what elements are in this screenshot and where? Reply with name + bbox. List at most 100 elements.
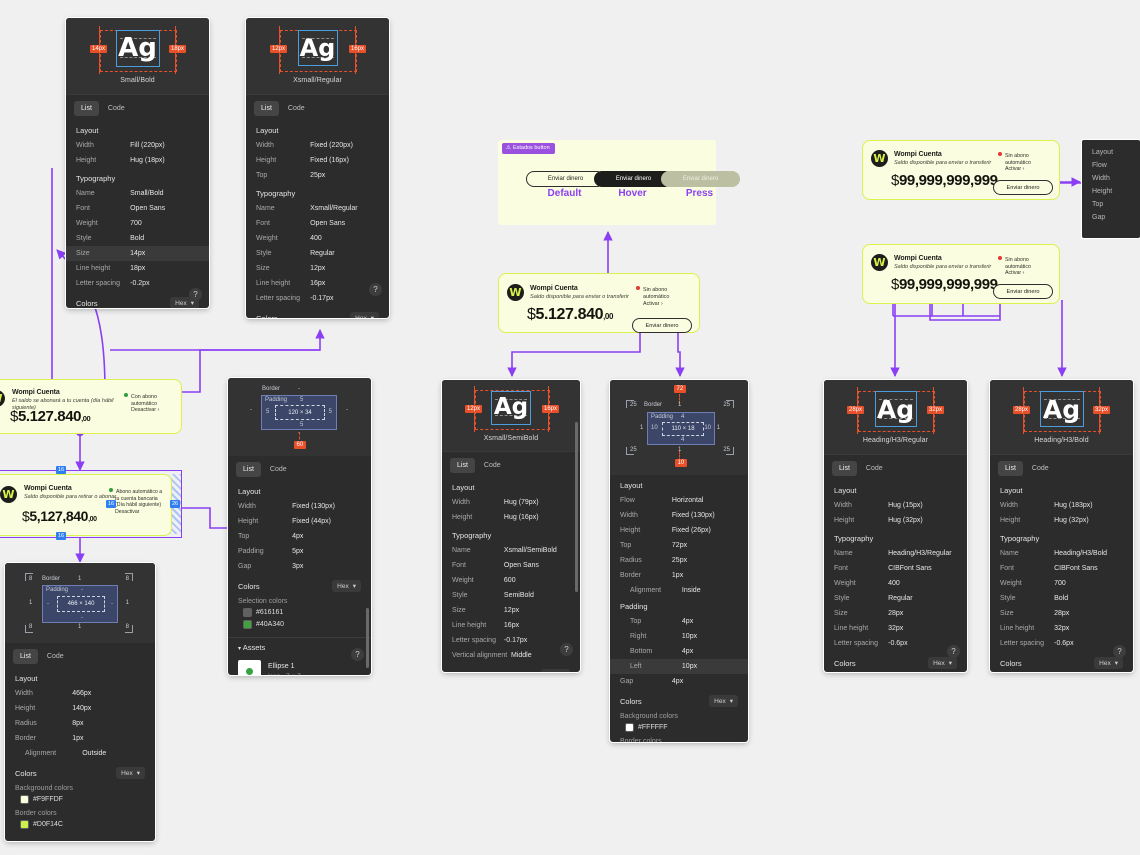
tab-list[interactable]: List bbox=[254, 101, 279, 116]
tabs-heading-h3-bold[interactable]: List Code bbox=[990, 455, 1133, 480]
send-money-button[interactable]: Enviar dinero bbox=[993, 180, 1053, 195]
property-key: Name bbox=[256, 205, 275, 212]
frame-label[interactable]: ⚠ Estados button bbox=[502, 143, 555, 154]
tab-list[interactable]: List bbox=[450, 458, 475, 473]
tab-code[interactable]: Code bbox=[46, 653, 64, 660]
help-icon[interactable]: ? bbox=[1113, 645, 1126, 658]
colors-label: Colors bbox=[452, 671, 474, 673]
tabs-xsmall-regular[interactable]: List Code bbox=[246, 95, 389, 120]
tab-code[interactable]: Code bbox=[287, 105, 305, 112]
menu-item-gap[interactable]: Gap bbox=[1092, 214, 1106, 221]
tab-code[interactable]: Code bbox=[269, 466, 287, 473]
mini-properties-menu[interactable]: Layout Flow Width Height Top Gap bbox=[1082, 140, 1140, 238]
card-status: Sin abono automático Activar › bbox=[998, 152, 1031, 173]
menu-item-flow[interactable]: Flow bbox=[1092, 162, 1107, 169]
color-swatch bbox=[21, 796, 28, 803]
currency-symbol: $ bbox=[10, 408, 18, 425]
status-link[interactable]: Activar › bbox=[1005, 270, 1025, 277]
status-link[interactable]: Desactivar › bbox=[131, 407, 160, 414]
wompi-card-right-top[interactable]: W Wompi Cuenta Saldo disponible para env… bbox=[862, 140, 1060, 200]
menu-item-layout[interactable]: Layout bbox=[1092, 149, 1114, 156]
tab-code[interactable]: Code bbox=[483, 462, 501, 469]
property-value: Fixed (16px) bbox=[310, 157, 350, 164]
tab-list[interactable]: List bbox=[998, 461, 1023, 476]
help-icon[interactable]: ? bbox=[947, 645, 960, 658]
tab-list[interactable]: List bbox=[236, 462, 261, 477]
hex-select[interactable]: Hex▾ bbox=[170, 297, 199, 308]
property-row: Height Fixed (16px) bbox=[246, 153, 389, 168]
color-swatch-row[interactable]: #D0F14C bbox=[5, 819, 155, 831]
hex-select[interactable]: Hex▾ bbox=[116, 767, 145, 779]
tabs-xsmall-semibold[interactable]: List Code bbox=[442, 452, 580, 477]
color-swatch-row[interactable]: #616161 bbox=[228, 607, 371, 619]
hex-select[interactable]: Hex▾ bbox=[350, 312, 379, 318]
section-typography: Typography bbox=[76, 174, 116, 183]
panel-heading-h3-regular[interactable]: Ag 28px 32px Heading/H3/Regular List Cod… bbox=[824, 380, 967, 672]
property-row: Font CIBFont Sans bbox=[824, 561, 967, 576]
wompi-card-center[interactable]: W Wompi Cuenta Saldo disponible para env… bbox=[498, 273, 700, 333]
wompi-card-left-selected-wrapper[interactable]: W Wompi Cuenta Saldo disponible para ret… bbox=[0, 466, 182, 540]
property-key: Weight bbox=[1000, 580, 1022, 587]
menu-item-top[interactable]: Top bbox=[1092, 201, 1104, 208]
panel-card-box[interactable]: 8 8 8 8 Border 1 1 1 1 Padding - - - - 4… bbox=[5, 563, 155, 841]
tab-list[interactable]: List bbox=[832, 461, 857, 476]
section-assets[interactable]: ▾ Assets bbox=[228, 638, 371, 655]
colors-label: Colors bbox=[620, 696, 642, 706]
section-typography: Typography bbox=[452, 531, 492, 540]
help-icon[interactable]: ? bbox=[560, 643, 573, 656]
tabs-heading-h3-regular[interactable]: List Code bbox=[824, 455, 967, 480]
wompi-card-left-top[interactable]: W Wompi Cuenta El saldo se abonará a tu … bbox=[0, 379, 182, 434]
hex-select[interactable]: Hex▾ bbox=[332, 580, 361, 592]
tab-list[interactable]: List bbox=[13, 649, 38, 664]
hex-select[interactable]: Hex▾ bbox=[928, 657, 957, 669]
property-row: Size 12px bbox=[246, 261, 389, 276]
menu-item-width[interactable]: Width bbox=[1092, 175, 1110, 182]
button-default[interactable]: Enviar dinero bbox=[526, 171, 605, 187]
tab-code[interactable]: Code bbox=[107, 105, 125, 112]
panel-heading-h3-bold[interactable]: Ag 28px 32px Heading/H3/Bold List Code L… bbox=[990, 380, 1133, 672]
menu-item-height[interactable]: Height bbox=[1092, 188, 1113, 195]
color-swatch-row[interactable]: #FFFFFF bbox=[610, 722, 748, 734]
panel-small-bold[interactable]: Ag 14px 18px Small/Bold List Code Layout… bbox=[66, 18, 209, 308]
tabs-card-box[interactable]: List Code bbox=[5, 643, 155, 668]
button-press[interactable]: Enviar dinero bbox=[661, 171, 740, 187]
panel-scrollbar[interactable] bbox=[366, 608, 369, 668]
right-size-tag: 18px bbox=[169, 45, 187, 53]
tab-list[interactable]: List bbox=[74, 101, 99, 116]
hex-select[interactable]: Hex▾ bbox=[709, 695, 738, 707]
property-value: Bold bbox=[1054, 595, 1069, 602]
panel-pill-box[interactable]: 72 25 25 25 25 Border 1 1 1 1 Padding 4 bbox=[610, 380, 748, 742]
tabs-small-bold[interactable]: List Code bbox=[66, 95, 209, 120]
help-icon[interactable]: ? bbox=[189, 288, 202, 301]
property-row: Weight 400 bbox=[824, 576, 967, 591]
panel-button-box[interactable]: Border - - - - Padding 5 5 5 5 120 × 34 … bbox=[228, 378, 371, 675]
hex-select[interactable]: Hex▾ bbox=[541, 669, 570, 672]
property-value: CIBFont Sans bbox=[888, 565, 932, 572]
property-key: Gap bbox=[238, 563, 252, 570]
color-swatch-row[interactable]: #40A340 bbox=[228, 619, 371, 631]
color-swatch-row[interactable]: #F9FFDF bbox=[5, 794, 155, 806]
status-link[interactable]: Desactivar bbox=[115, 508, 140, 515]
panel-xsmall-semibold[interactable]: Ag 12px 16px Xsmall/SemiBold List Code L… bbox=[442, 380, 580, 672]
tab-code[interactable]: Code bbox=[1031, 465, 1049, 472]
help-icon[interactable]: ? bbox=[351, 648, 364, 661]
property-key: Padding bbox=[238, 548, 264, 555]
estados-button-frame[interactable]: ⚠ Estados button Enviar dinero Enviar di… bbox=[498, 140, 740, 225]
help-icon[interactable]: ? bbox=[369, 283, 382, 296]
send-money-button[interactable]: Enviar dinero bbox=[632, 318, 692, 333]
color-swatch bbox=[626, 724, 633, 731]
status-link[interactable]: Activar › bbox=[1005, 166, 1025, 173]
tab-code[interactable]: Code bbox=[865, 465, 883, 472]
status-link[interactable]: Activar › bbox=[643, 300, 663, 307]
property-row-padding-left: Left 10px bbox=[610, 659, 748, 674]
section-layout: Layout bbox=[452, 483, 475, 492]
tabs-button-box[interactable]: List Code bbox=[228, 456, 371, 481]
wompi-card-left-selected[interactable]: W Wompi Cuenta Saldo disponible para ret… bbox=[0, 474, 172, 536]
send-money-button[interactable]: Enviar dinero bbox=[993, 284, 1053, 299]
hex-select[interactable]: Hex▾ bbox=[1094, 657, 1123, 669]
panel-xsmall-regular[interactable]: Ag 12px 16px Xsmall/Regular List Code La… bbox=[246, 18, 389, 318]
panel-scrollbar[interactable] bbox=[575, 422, 578, 592]
asset-item[interactable]: Ellipse 1 Icon · 7 × 7 bbox=[228, 655, 371, 675]
wompi-card-right-bottom[interactable]: W Wompi Cuenta Saldo disponible para env… bbox=[862, 244, 1060, 304]
